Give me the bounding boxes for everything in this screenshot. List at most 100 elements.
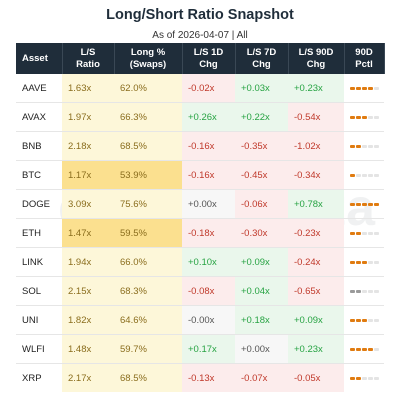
percentile-segment	[356, 202, 361, 206]
cell-chg1d: -0.16x	[182, 131, 235, 161]
cell-chg7d-value: +0.18x	[241, 314, 270, 326]
cell-ratio-value: 1.63x	[68, 82, 92, 94]
table-row: UNI 1.82x 64.6% -0.00x +0.18x +0.09x	[16, 305, 384, 335]
cell-asset: BNB	[16, 131, 62, 161]
cell-long: 68.5%	[114, 131, 182, 161]
percentile-segment	[350, 347, 355, 351]
cell-long-value: 68.5%	[120, 140, 147, 152]
percentile-segment	[350, 173, 355, 177]
table-row: SOL 2.15x 68.3% -0.08x +0.04x -0.65x	[16, 276, 384, 306]
cell-long: 64.6%	[114, 305, 182, 335]
table-header-row: Asset L/S Ratio Long % (Swaps) L/S 1D Chg L…	[16, 43, 385, 74]
cell-ratio: 1.63x	[62, 74, 114, 103]
cell-ratio-value: 3.09x	[68, 198, 92, 210]
cell-chg7d: -0.30x	[235, 218, 288, 248]
cell-chg1d-value: +0.26x	[188, 111, 217, 123]
table-body: AAVE 1.63x 62.0% -0.02x +0.03x +0.23x AVAX 1.97…	[16, 74, 384, 392]
cell-chg1d: -0.16x	[182, 160, 235, 190]
cell-chg7d: -0.06x	[235, 189, 288, 219]
cell-chg90d: -0.54x	[288, 102, 344, 132]
percentile-segment	[368, 231, 373, 235]
cell-ratio: 1.97x	[62, 102, 114, 132]
cell-chg90d-value: -0.54x	[294, 111, 321, 123]
cell-ratio-value: 2.15x	[68, 285, 92, 297]
cell-chg7d-value: -0.30x	[241, 227, 268, 239]
cell-chg90d: +0.78x	[288, 189, 344, 219]
cell-ratio-value: 1.47x	[68, 227, 92, 239]
cell-long-value: 68.5%	[120, 372, 147, 384]
cell-ratio-value: 1.17x	[68, 169, 92, 181]
percentile-segment	[368, 144, 373, 148]
col-header-pctl[interactable]: 90D Pctl	[344, 43, 385, 74]
cell-chg1d: +0.10x	[182, 247, 235, 277]
cell-chg90d-value: -0.23x	[294, 227, 321, 239]
table-row: AAVE 1.63x 62.0% -0.02x +0.03x +0.23x	[16, 74, 384, 103]
table-row: AVAX 1.97x 66.3% +0.26x +0.22x -0.54x	[16, 102, 384, 132]
col-header-chg1d[interactable]: L/S 1D Chg	[182, 43, 236, 74]
cell-asset: BTC	[16, 160, 62, 190]
percentile-segment	[374, 173, 379, 177]
cell-chg1d-value: -0.08x	[188, 285, 215, 297]
percentile-segment	[374, 86, 379, 90]
percentile-segment	[374, 144, 379, 148]
cell-ratio: 1.48x	[62, 334, 114, 364]
cell-chg7d-value: +0.00x	[241, 343, 270, 355]
cell-chg90d: -0.05x	[288, 363, 344, 392]
percentile-segment	[374, 231, 379, 235]
cell-asset: AVAX	[16, 102, 62, 132]
cell-ratio: 1.17x	[62, 160, 114, 190]
table-row: LINK 1.94x 66.0% +0.10x +0.09x -0.24x	[16, 247, 384, 277]
cell-long: 53.9%	[114, 160, 182, 190]
percentile-bar	[344, 231, 384, 235]
cell-chg1d: -0.08x	[182, 276, 235, 306]
cell-chg1d-value: +0.00x	[188, 198, 217, 210]
col-header-chg90d[interactable]: L/S 90D Chg	[288, 43, 345, 74]
percentile-segment	[362, 347, 367, 351]
col-header-chg7d[interactable]: L/S 7D Chg	[235, 43, 289, 74]
cell-chg1d: -0.02x	[182, 74, 235, 103]
cell-chg7d: +0.00x	[235, 334, 288, 364]
percentile-segment	[356, 115, 361, 119]
cell-pctl	[344, 74, 384, 103]
cell-chg1d: -0.00x	[182, 305, 235, 335]
cell-ratio-value: 1.82x	[68, 314, 92, 326]
cell-long: 66.3%	[114, 102, 182, 132]
percentile-segment	[350, 144, 355, 148]
cell-pctl	[344, 247, 384, 277]
cell-long-value: 64.6%	[120, 314, 147, 326]
cell-long-value: 75.6%	[120, 198, 147, 210]
percentile-segment	[368, 376, 373, 380]
percentile-segment	[362, 318, 367, 322]
percentile-segment	[350, 86, 355, 90]
cell-pctl	[344, 131, 384, 161]
cell-chg90d-value: +0.09x	[294, 314, 323, 326]
percentile-segment	[356, 86, 361, 90]
col-header-asset[interactable]: Asset	[16, 43, 63, 74]
col-header-ratio[interactable]: L/S Ratio	[62, 43, 115, 74]
table-row: XRP 2.17x 68.5% -0.13x -0.07x -0.05x	[16, 363, 384, 392]
percentile-bar	[344, 376, 384, 380]
cell-chg7d: +0.03x	[235, 74, 288, 103]
cell-ratio-value: 1.48x	[68, 343, 92, 355]
percentile-segment	[368, 289, 373, 293]
cell-chg1d: +0.00x	[182, 189, 235, 219]
cell-asset: SOL	[16, 276, 62, 306]
cell-chg1d-value: +0.10x	[188, 256, 217, 268]
col-header-long[interactable]: Long % (Swaps)	[114, 43, 183, 74]
cell-asset: LINK	[16, 247, 62, 277]
cell-pctl	[344, 102, 384, 132]
percentile-segment	[368, 202, 373, 206]
cell-chg90d-value: -0.05x	[294, 372, 321, 384]
cell-long: 68.3%	[114, 276, 182, 306]
cell-chg1d-value: -0.18x	[188, 227, 215, 239]
percentile-bar	[344, 115, 384, 119]
percentile-segment	[350, 115, 355, 119]
cell-long: 59.5%	[114, 218, 182, 248]
cell-chg7d: +0.22x	[235, 102, 288, 132]
page-subtitle: As of 2026-04-07 | All	[152, 30, 248, 41]
percentile-segment	[350, 376, 355, 380]
cell-long-value: 53.9%	[120, 169, 147, 181]
cell-chg7d: -0.07x	[235, 363, 288, 392]
percentile-segment	[356, 231, 361, 235]
cell-pctl	[344, 160, 384, 190]
